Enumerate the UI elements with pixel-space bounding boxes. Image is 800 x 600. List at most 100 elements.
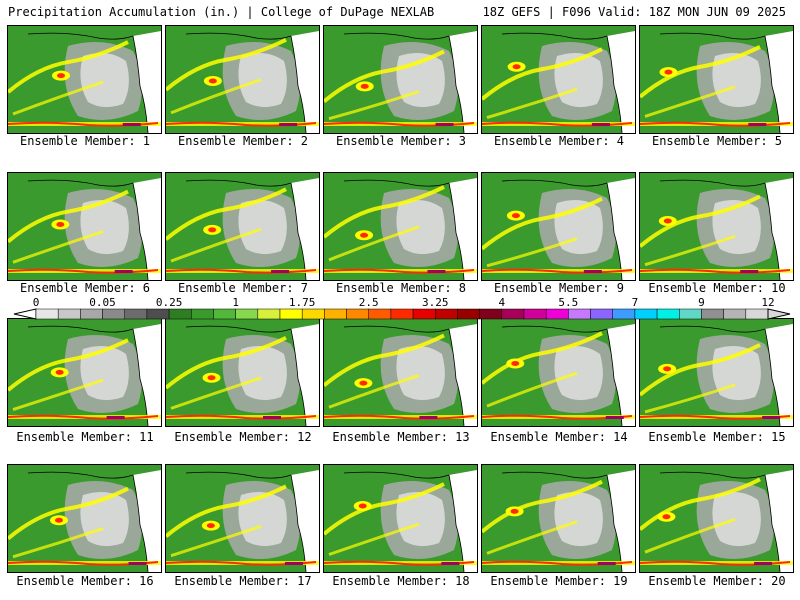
secondary-moisture-band: [486, 371, 578, 408]
map-title: Precipitation Accumulation (in.) | Colle…: [8, 5, 435, 19]
heavy-precip-cell: [510, 508, 519, 514]
heavy-precip-cell: [511, 213, 520, 219]
secondary-moisture-band: [644, 383, 736, 414]
ensemble-member-map: [481, 318, 636, 427]
moisture-band: [8, 40, 129, 94]
ensemble-member-map: [165, 464, 320, 573]
ensemble-member-label: Ensemble Member: 2: [177, 134, 309, 148]
land-region: [133, 178, 161, 280]
run-info: 18Z GEFS | F096 Valid: 18Z MON JUN 09 20…: [482, 5, 786, 19]
legend-color-swatch: [612, 308, 636, 320]
ensemble-member-label: Ensemble Member: 20: [648, 574, 786, 588]
coastline: [448, 182, 465, 280]
ensemble-member-map: [481, 172, 636, 281]
heavy-precip-cell: [663, 218, 672, 224]
coastline: [764, 328, 781, 426]
legend-color-swatch: [457, 308, 480, 320]
tropical-heavy-band: [640, 268, 791, 274]
legend-color-swatch: [435, 308, 458, 320]
ensemble-member-map: [323, 464, 478, 573]
northern-coastline: [659, 471, 766, 479]
moisture-band: [324, 49, 445, 103]
legend-color-swatch: [279, 308, 303, 320]
legend-tick-label: 12: [761, 296, 775, 309]
dry-core-region: [712, 491, 761, 547]
northern-coastline: [659, 179, 766, 187]
northern-coastline: [27, 179, 134, 187]
legend-tick-label: 4: [498, 296, 506, 309]
land-region: [449, 178, 477, 280]
secondary-moisture-band: [12, 378, 104, 411]
legend-tick-label: 3.25: [422, 296, 449, 309]
legend-tick-label: 0.25: [155, 296, 183, 309]
land-region: [765, 178, 793, 280]
dry-core-region: [712, 52, 761, 108]
moisture-band: [8, 189, 129, 244]
ensemble-member-label: Ensemble Member: 17: [174, 574, 312, 588]
secondary-moisture-band: [644, 517, 736, 554]
land-region: [607, 178, 635, 280]
legend-color-swatch: [634, 308, 658, 320]
ensemble-member-label: Ensemble Member: 1: [19, 134, 151, 148]
legend-color-swatch: [257, 308, 281, 320]
ensemble-member-map: [639, 318, 794, 427]
heavy-precip-cell: [207, 375, 216, 381]
ensemble-member-label: Ensemble Member: 6: [19, 281, 151, 295]
ensemble-member-label: Ensemble Member: 16: [16, 574, 154, 588]
legend-color-swatch: [723, 308, 747, 320]
legend-color-swatch: [57, 308, 81, 320]
northern-coastline: [185, 325, 292, 333]
dry-core-region: [80, 199, 129, 255]
northern-coastline: [343, 32, 450, 40]
tropical-extreme-cell: [284, 562, 303, 565]
secondary-moisture-band: [328, 225, 420, 262]
tropical-heavy-band: [8, 268, 159, 274]
tropical-extreme-cell: [106, 416, 125, 419]
legend-tick-label: 7: [631, 296, 639, 309]
moisture-band: [166, 187, 287, 241]
northern-coastline: [501, 471, 608, 479]
land-region: [607, 31, 635, 133]
northern-coastline: [343, 325, 450, 333]
coastline: [290, 182, 307, 280]
tropical-extreme-cell: [748, 123, 767, 126]
moisture-band: [166, 37, 287, 92]
ensemble-member-map: [165, 318, 320, 427]
coastline: [132, 182, 149, 280]
legend-tick-label: 1: [232, 296, 239, 309]
heavy-precip-cell: [208, 227, 217, 233]
coastline: [132, 328, 149, 426]
legend-color-swatch: [501, 308, 525, 320]
moisture-band: [482, 331, 603, 385]
ensemble-member-label: Ensemble Member: 3: [335, 134, 467, 148]
tropical-heavy-band: [324, 268, 475, 274]
moisture-band: [482, 47, 603, 101]
legend-color-swatch: [545, 308, 569, 320]
coastline: [448, 328, 465, 426]
northern-coastline: [185, 471, 292, 479]
heavy-precip-cell: [359, 380, 368, 386]
heavy-precip-cell: [663, 366, 672, 372]
land-region: [607, 324, 635, 426]
ensemble-member-map: [165, 25, 320, 134]
secondary-moisture-band: [12, 230, 104, 264]
legend-color-bar: [13, 308, 791, 320]
secondary-moisture-band: [170, 227, 262, 263]
legend-color-swatch: [324, 308, 347, 320]
legend-color-swatch: [35, 308, 59, 320]
ensemble-member-label: Ensemble Member: 13: [332, 430, 470, 444]
secondary-moisture-band: [12, 80, 104, 116]
secondary-moisture-band: [328, 522, 420, 556]
dry-core-region: [238, 491, 287, 547]
northern-coastline: [27, 471, 134, 479]
dry-core-region: [554, 491, 603, 547]
coastline: [132, 474, 149, 572]
legend-color-swatch: [346, 308, 369, 320]
tropical-extreme-cell: [597, 562, 616, 565]
land-region: [291, 470, 319, 572]
legend-color-swatch: [412, 308, 436, 320]
legend-color-swatch: [80, 308, 103, 320]
legend-tick-label: 1.75: [288, 296, 316, 309]
ensemble-member-map: [481, 464, 636, 573]
tropical-heavy-band: [8, 414, 159, 420]
